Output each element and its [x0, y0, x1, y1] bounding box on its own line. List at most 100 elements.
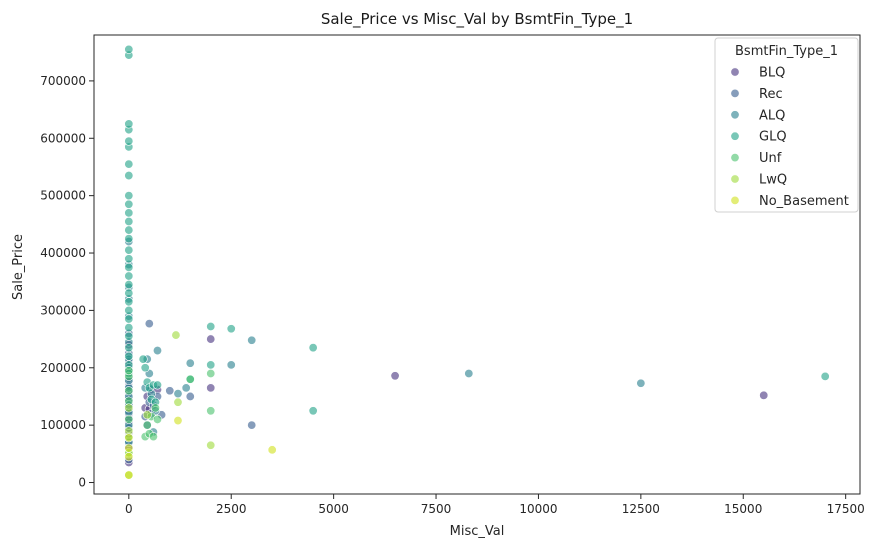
series-blq: [124, 334, 769, 467]
series-alq: [124, 237, 646, 447]
data-point: [124, 470, 134, 480]
data-point: [173, 397, 183, 407]
data-point: [124, 271, 134, 281]
data-point: [390, 371, 400, 381]
data-point: [185, 374, 195, 384]
y-axis-label: Sale_Price: [11, 234, 26, 300]
data-point: [171, 330, 181, 340]
data-point: [636, 378, 646, 388]
x-tick-label: 0: [125, 502, 133, 516]
data-point: [124, 254, 134, 264]
data-point: [124, 171, 134, 181]
legend: BsmtFin_Type_1 BLQ Rec ALQ GLQ Unf LwQ No_Basem…: [714, 37, 859, 213]
data-point: [173, 416, 183, 426]
x-axis-ticks: 0 2500 5000 7500 10000 12500 15000 17500: [125, 494, 865, 516]
data-point: [124, 44, 134, 54]
data-point: [820, 371, 830, 381]
data-point: [124, 208, 134, 218]
legend-marker: [730, 131, 740, 141]
legend-marker: [730, 67, 740, 77]
data-point: [247, 335, 257, 345]
data-point: [142, 420, 152, 430]
data-point: [152, 414, 162, 424]
series-no-basement: [124, 416, 277, 480]
data-point: [206, 383, 216, 393]
x-tick-label: 10000: [519, 502, 557, 516]
data-point: [247, 420, 257, 430]
data-point: [124, 119, 134, 129]
data-point: [185, 391, 195, 401]
data-point: [124, 343, 134, 353]
data-point: [124, 386, 134, 396]
legend-entry: LwQ: [759, 173, 787, 188]
data-point: [124, 191, 134, 201]
data-point: [173, 389, 183, 399]
series-unf: [124, 366, 216, 459]
data-point: [181, 383, 191, 393]
data-point: [124, 216, 134, 226]
data-point: [206, 369, 216, 379]
data-point: [124, 314, 134, 324]
data-point: [206, 360, 216, 370]
data-point: [206, 406, 216, 416]
data-point: [148, 432, 158, 442]
data-point: [142, 410, 152, 420]
data-point: [124, 414, 134, 424]
data-points: [124, 44, 830, 480]
data-point: [165, 386, 175, 396]
data-point: [267, 445, 277, 455]
data-point: [759, 390, 769, 400]
chart-title: Sale_Price vs Misc_Val by BsmtFin_Type_1: [321, 10, 633, 29]
data-point: [206, 334, 216, 344]
y-tick-label: 600000: [40, 131, 86, 145]
legend-entry: No_Basement: [759, 194, 849, 209]
y-tick-label: 300000: [40, 303, 86, 317]
legend-marker: [730, 195, 740, 205]
legend-title: BsmtFin_Type_1: [735, 44, 838, 59]
data-point: [124, 331, 134, 341]
x-tick-label: 15000: [724, 502, 762, 516]
series-lwq: [124, 330, 216, 480]
data-point: [124, 199, 134, 209]
x-axis-label: Misc_Val: [450, 524, 505, 539]
data-point: [124, 433, 134, 443]
x-tick-label: 12500: [622, 502, 660, 516]
y-tick-label: 0: [78, 476, 86, 490]
data-point: [226, 360, 236, 370]
data-point: [124, 288, 134, 298]
data-point: [226, 324, 236, 334]
data-point: [124, 452, 134, 462]
x-tick-label: 17500: [827, 502, 865, 516]
plot-frame: [93, 34, 861, 495]
y-tick-label: 700000: [40, 74, 86, 88]
data-point: [124, 136, 134, 146]
data-point: [124, 159, 134, 169]
data-point: [144, 319, 154, 329]
legend-entry: BLQ: [759, 66, 785, 81]
data-point: [124, 351, 134, 361]
data-point: [124, 443, 134, 453]
data-point: [152, 380, 162, 390]
data-point: [308, 406, 318, 416]
data-point: [308, 343, 318, 353]
data-point: [124, 297, 134, 307]
data-point: [464, 369, 474, 379]
data-point: [124, 323, 134, 333]
legend-box: [714, 37, 859, 213]
legend-marker: [730, 88, 740, 98]
data-point: [140, 363, 150, 373]
series-glq: [124, 44, 830, 416]
x-tick-label: 5000: [318, 502, 349, 516]
y-tick-label: 200000: [40, 361, 86, 375]
data-point: [206, 440, 216, 450]
data-point: [124, 234, 134, 244]
legend-marker: [730, 110, 740, 120]
y-tick-label: 100000: [40, 418, 86, 432]
x-tick-label: 2500: [216, 502, 247, 516]
data-point: [150, 403, 160, 413]
legend-entry: ALQ: [759, 108, 785, 123]
data-point: [124, 305, 134, 315]
legend-entry: GLQ: [759, 130, 787, 145]
data-point: [124, 280, 134, 290]
plot-border: [93, 34, 861, 495]
